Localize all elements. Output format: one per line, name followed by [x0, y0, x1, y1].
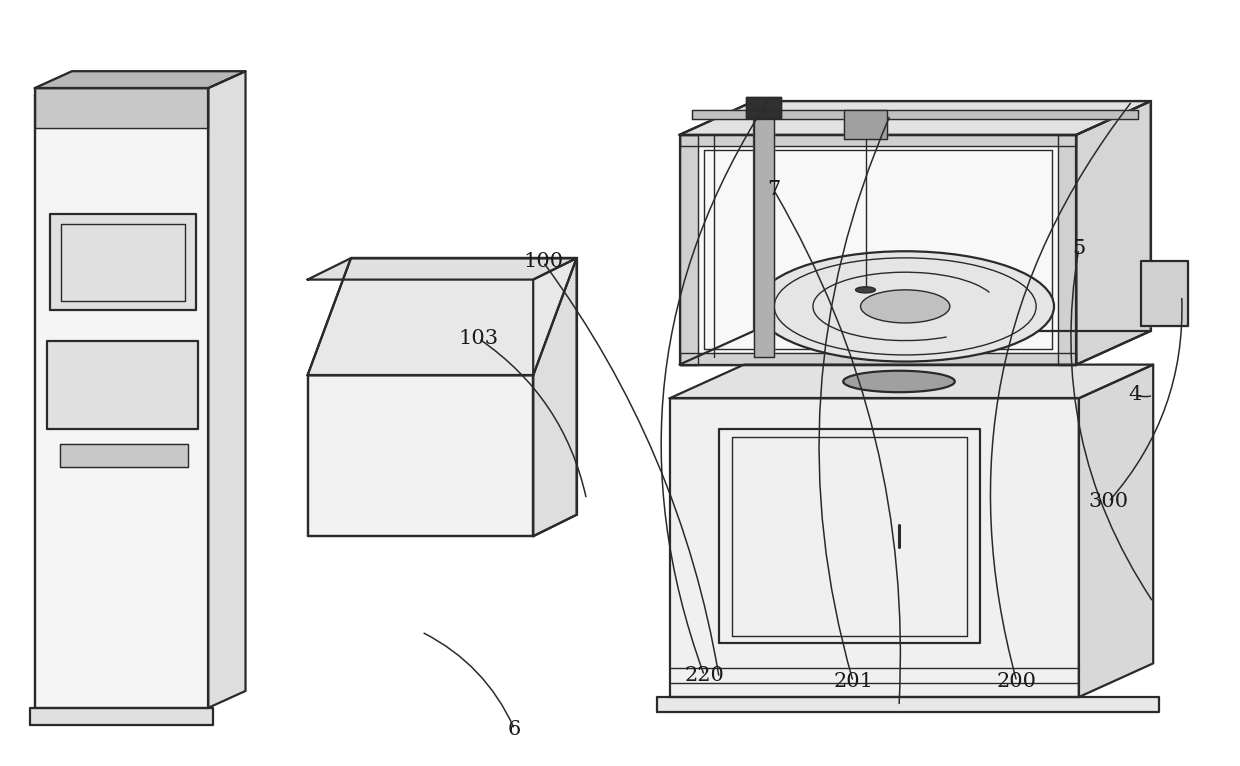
Polygon shape [1058, 135, 1076, 365]
Polygon shape [670, 398, 1079, 697]
Text: 4: 4 [1128, 385, 1141, 404]
Text: 220: 220 [684, 666, 724, 685]
Polygon shape [1076, 101, 1151, 365]
Polygon shape [1079, 365, 1153, 697]
Text: 7: 7 [768, 181, 780, 199]
Text: 103: 103 [459, 329, 498, 348]
Polygon shape [533, 258, 577, 536]
Text: 200: 200 [997, 673, 1037, 691]
Text: 100: 100 [523, 253, 563, 271]
Ellipse shape [861, 290, 950, 323]
Polygon shape [50, 214, 196, 310]
Text: 201: 201 [833, 673, 873, 691]
Text: 6: 6 [508, 720, 521, 738]
Polygon shape [208, 71, 246, 708]
Ellipse shape [856, 286, 875, 293]
Ellipse shape [843, 371, 955, 392]
Polygon shape [308, 375, 533, 536]
Polygon shape [680, 135, 1076, 146]
Ellipse shape [756, 251, 1054, 362]
Polygon shape [680, 101, 1151, 135]
Polygon shape [692, 110, 1138, 119]
Polygon shape [746, 97, 781, 118]
Polygon shape [680, 353, 1076, 365]
Polygon shape [1141, 261, 1188, 326]
Polygon shape [680, 135, 698, 365]
Polygon shape [844, 110, 888, 139]
Polygon shape [308, 258, 577, 280]
Polygon shape [670, 365, 1153, 398]
Text: 300: 300 [1089, 493, 1128, 511]
Polygon shape [754, 101, 774, 357]
Polygon shape [35, 71, 246, 88]
Polygon shape [47, 341, 198, 429]
Polygon shape [60, 444, 188, 467]
Polygon shape [680, 135, 1076, 365]
Text: 5: 5 [1073, 240, 1085, 258]
Polygon shape [30, 708, 213, 725]
Polygon shape [35, 88, 208, 128]
Polygon shape [657, 697, 1159, 712]
Polygon shape [35, 88, 208, 708]
Polygon shape [308, 258, 577, 375]
Polygon shape [35, 71, 246, 88]
